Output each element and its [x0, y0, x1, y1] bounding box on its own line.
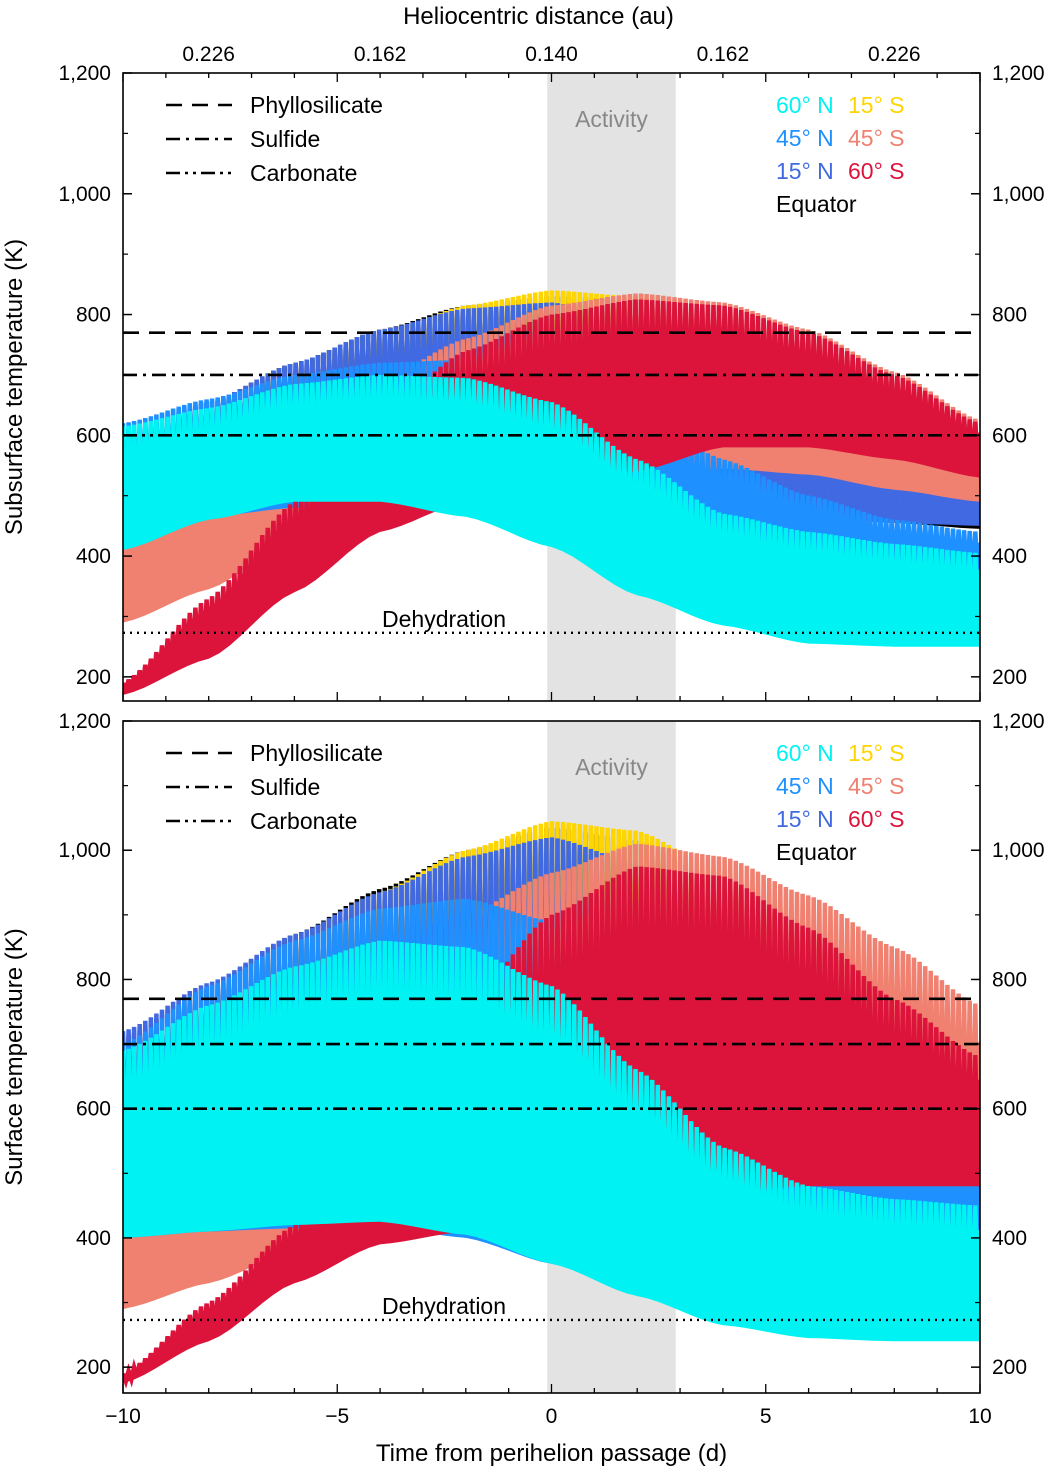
x-tick-label: −5 [325, 1405, 349, 1428]
top-tick-label: 0.226 [868, 43, 921, 66]
y-axis-title: Subsurface temperature (K) [1, 239, 28, 535]
y-tick-label-left: 400 [76, 1227, 111, 1250]
activity-label: Activity [575, 106, 648, 132]
plot-area [123, 821, 980, 1389]
y-tick-label-right: 200 [992, 666, 1027, 689]
legend-label-carbonate: Carbonate [250, 160, 357, 186]
top-tick-label: 0.140 [525, 43, 578, 66]
top-tick-label: 0.162 [697, 43, 750, 66]
y-tick-label-left: 1,000 [58, 839, 111, 862]
y-tick-label-left: 400 [76, 545, 111, 568]
legend-lat-60N: 60° N [776, 740, 834, 766]
y-tick-label-right: 600 [992, 424, 1027, 447]
y-tick-label-left: 600 [76, 424, 111, 447]
legend-lat-60S: 60° S [848, 806, 905, 832]
y-tick-label-right: 600 [992, 1098, 1027, 1121]
legend-label-phyllosilicate: Phyllosilicate [250, 92, 383, 118]
legend-lat-15S: 15° S [848, 740, 905, 766]
legend-lat-Equator: Equator [776, 839, 857, 865]
y-tick-label-left: 600 [76, 1098, 111, 1121]
y-tick-label-left: 1,200 [58, 62, 111, 85]
activity-label: Activity [575, 754, 648, 780]
y-tick-label-right: 1,200 [992, 62, 1045, 85]
y-tick-label-left: 1,000 [58, 183, 111, 206]
top-tick-label: 0.162 [354, 43, 407, 66]
y-tick-label-left: 200 [76, 666, 111, 689]
plot-area [123, 290, 980, 695]
legend-lat-15S: 15° S [848, 92, 905, 118]
legend-label-phyllosilicate: Phyllosilicate [250, 740, 383, 766]
legend-label-sulfide: Sulfide [250, 126, 320, 152]
x-axis-title: Time from perihelion passage (d) [376, 1440, 727, 1467]
x-tick-label: 0 [546, 1405, 558, 1428]
legend-lat-15N: 15° N [776, 158, 834, 184]
legend-lat-Equator: Equator [776, 191, 857, 217]
legend: Phyllosilicate Sulfide Carbonate 60° N 15° S… [166, 740, 905, 865]
y-tick-label-right: 400 [992, 545, 1027, 568]
y-tick-label-right: 1,000 [992, 183, 1045, 206]
y-tick-label-left: 1,200 [58, 710, 111, 733]
legend-lat-45S: 45° S [848, 773, 905, 799]
y-tick-label-right: 200 [992, 1356, 1027, 1379]
y-tick-label-left: 200 [76, 1356, 111, 1379]
top-tick-label: 0.226 [182, 43, 235, 66]
y-tick-label-left: 800 [76, 304, 111, 327]
legend-lat-60N: 60° N [776, 92, 834, 118]
dehydration-label: Dehydration [382, 1293, 506, 1319]
x-tick-label: 5 [760, 1405, 772, 1428]
y-tick-label-right: 1,000 [992, 839, 1045, 862]
y-tick-label-right: 800 [992, 304, 1027, 327]
x-tick-label: 10 [968, 1405, 991, 1428]
dehydration-label: Dehydration [382, 606, 506, 632]
legend-label-sulfide: Sulfide [250, 774, 320, 800]
panel-top: Dehydration Activity 200 200 400 400 600 600 800… [1, 3, 1045, 702]
y-tick-label-right: 800 [992, 968, 1027, 991]
x-tick-label: −10 [105, 1405, 141, 1428]
legend-label-carbonate: Carbonate [250, 808, 357, 834]
y-axis-title: Surface temperature (K) [1, 928, 28, 1185]
y-tick-label-right: 1,200 [992, 710, 1045, 733]
oscillation-60° S [123, 299, 980, 694]
legend-lat-45S: 45° S [848, 125, 905, 151]
oscillation-60° N [123, 374, 980, 636]
legend: Phyllosilicate Sulfide Carbonate 60° N 15° S… [166, 92, 905, 217]
y-tick-label-left: 800 [76, 968, 111, 991]
y-tick-label-right: 400 [992, 1227, 1027, 1250]
top-axis-title: Heliocentric distance (au) [403, 3, 674, 30]
legend-lat-15N: 15° N [776, 806, 834, 832]
legend-lat-60S: 60° S [848, 158, 905, 184]
panel-bottom: Dehydration Activity 200 200 400 400 600 600 800… [1, 710, 1045, 1467]
legend-lat-45N: 45° N [776, 125, 834, 151]
legend-lat-45N: 45° N [776, 773, 834, 799]
